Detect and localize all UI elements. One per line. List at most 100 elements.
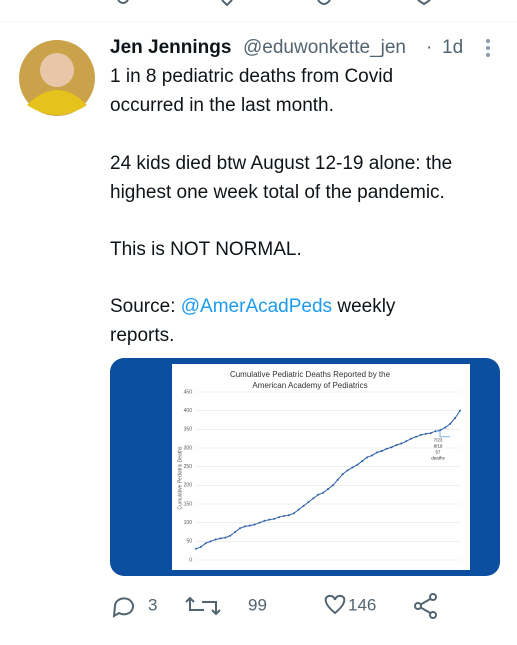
point bbox=[361, 460, 364, 463]
point bbox=[317, 493, 320, 496]
annotation: deaths bbox=[431, 456, 445, 461]
like-icon[interactable] bbox=[317, 0, 331, 5]
action-bar bbox=[112, 594, 433, 618]
point bbox=[204, 542, 207, 545]
point bbox=[263, 519, 266, 522]
point bbox=[331, 484, 334, 487]
separator: · bbox=[426, 37, 432, 58]
source-prefix: Source: bbox=[110, 296, 175, 317]
retweet-icon[interactable] bbox=[221, 0, 233, 7]
point bbox=[229, 534, 232, 537]
handle[interactable]: @eduwonkette_jen bbox=[243, 37, 406, 58]
y-tick-label: 50 bbox=[186, 539, 192, 545]
point bbox=[302, 504, 305, 507]
tweet-text: highest one week total of the pandemic. bbox=[110, 182, 445, 203]
tweet-text: Source: @AmerAcadPeds weekly bbox=[110, 296, 396, 317]
author-name[interactable]: Jen Jennings bbox=[110, 37, 231, 58]
y-tick-label: 200 bbox=[184, 483, 193, 489]
top-actions bbox=[117, 0, 431, 7]
point bbox=[395, 444, 398, 447]
time[interactable]: 1d bbox=[442, 37, 463, 58]
retweet-icon[interactable] bbox=[185, 596, 221, 616]
y-tick-label: 350 bbox=[184, 427, 193, 433]
annotation: 8/19 bbox=[434, 444, 443, 449]
point bbox=[239, 527, 241, 530]
reply-count: 3 bbox=[148, 595, 157, 614]
point bbox=[375, 451, 378, 454]
point bbox=[336, 478, 339, 481]
point bbox=[351, 466, 354, 469]
point bbox=[292, 512, 295, 515]
point bbox=[419, 433, 422, 436]
point bbox=[459, 409, 461, 412]
point bbox=[199, 545, 202, 548]
annotation: 7/23 bbox=[434, 438, 443, 443]
point bbox=[444, 426, 447, 429]
reply-icon[interactable] bbox=[112, 597, 134, 618]
point bbox=[214, 538, 217, 541]
reply-icon[interactable] bbox=[117, 0, 129, 4]
point bbox=[248, 524, 251, 527]
point bbox=[195, 547, 197, 550]
annotation-bracket bbox=[436, 430, 450, 438]
chart-title: American Academy of Pediatrics bbox=[252, 381, 367, 390]
y-tick-label: 0 bbox=[189, 557, 192, 563]
y-tick-label: 100 bbox=[184, 520, 193, 526]
point bbox=[253, 523, 256, 526]
point bbox=[390, 446, 393, 449]
mention[interactable]: @AmerAcadPeds bbox=[181, 296, 332, 317]
tweet-text: reports. bbox=[110, 325, 174, 346]
tweet-text: This is NOT NORMAL. bbox=[110, 239, 302, 260]
chart-panel bbox=[172, 364, 470, 570]
point bbox=[327, 488, 329, 491]
share-icon[interactable] bbox=[417, 0, 431, 6]
point bbox=[405, 440, 408, 443]
point bbox=[287, 514, 290, 517]
y-tick-label: 300 bbox=[184, 445, 193, 451]
point bbox=[356, 463, 359, 466]
point bbox=[312, 497, 315, 500]
point bbox=[307, 501, 310, 504]
point bbox=[429, 432, 432, 435]
y-tick-label: 450 bbox=[184, 389, 193, 395]
point bbox=[454, 417, 457, 420]
point bbox=[366, 456, 369, 459]
point bbox=[283, 514, 285, 517]
like-icon[interactable] bbox=[324, 594, 346, 615]
y-tick-label: 250 bbox=[184, 464, 193, 470]
point bbox=[268, 518, 271, 521]
point bbox=[346, 469, 349, 472]
chart-title: Cumulative Pediatric Deaths Reported by … bbox=[230, 370, 391, 379]
point bbox=[219, 537, 222, 540]
point bbox=[439, 429, 442, 432]
point bbox=[341, 473, 344, 476]
annotation: 57 bbox=[435, 450, 441, 455]
tweet-text: 24 kids died btw August 12-19 alone: the bbox=[110, 153, 452, 174]
avatar-shirt bbox=[27, 90, 87, 115]
point bbox=[297, 508, 300, 511]
like-count: 146 bbox=[348, 595, 376, 614]
retweet-count: 99 bbox=[248, 595, 267, 614]
point bbox=[371, 454, 373, 457]
tweet-text: occurred in the last month. bbox=[110, 95, 334, 116]
avatar-face bbox=[40, 53, 74, 87]
point bbox=[234, 531, 237, 533]
point bbox=[380, 449, 383, 452]
point bbox=[449, 422, 452, 425]
y-tick-label: 400 bbox=[184, 408, 193, 414]
point bbox=[415, 435, 417, 438]
source-suffix: weekly bbox=[336, 296, 396, 317]
point bbox=[209, 540, 212, 543]
point bbox=[424, 432, 427, 435]
point bbox=[410, 437, 413, 440]
point bbox=[322, 491, 325, 494]
more-icon[interactable] bbox=[486, 39, 490, 57]
tweet-text: 1 in 8 pediatric deaths from Covid bbox=[110, 66, 393, 87]
point bbox=[258, 521, 261, 524]
point bbox=[278, 516, 281, 519]
y-axis-label: Cumulative Pediatric Deaths bbox=[177, 446, 183, 510]
y-tick-label: 150 bbox=[184, 501, 193, 507]
point bbox=[224, 536, 227, 539]
